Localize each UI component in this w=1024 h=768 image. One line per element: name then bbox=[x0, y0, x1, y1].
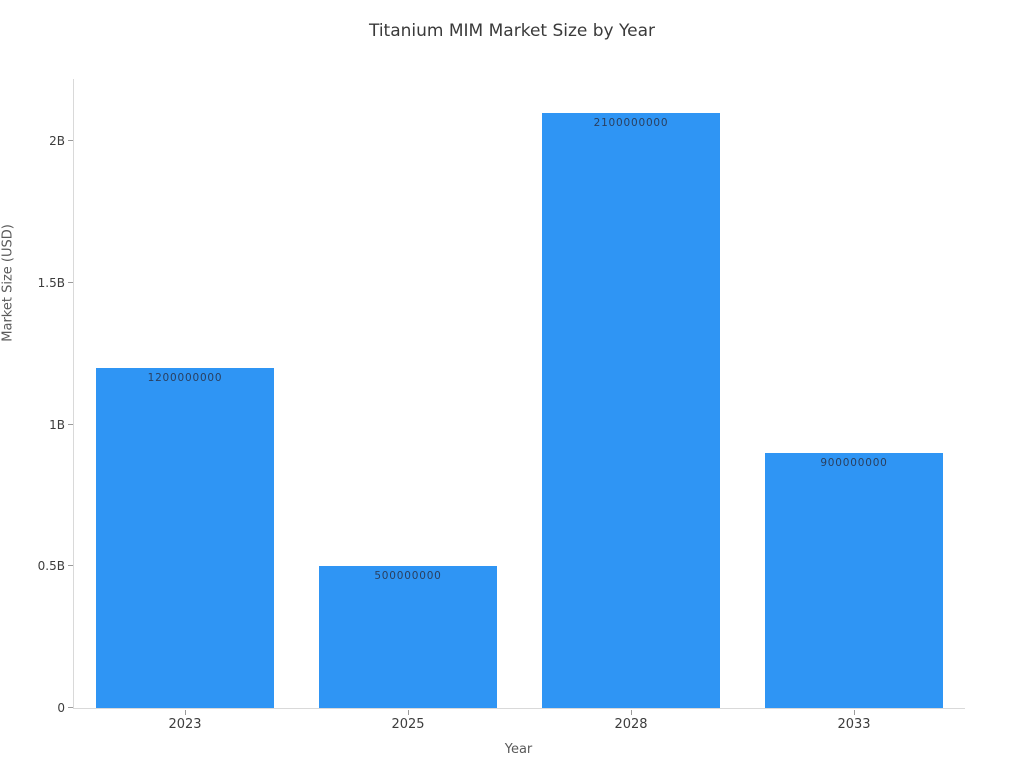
y-axis-title: Market Size (USD) bbox=[0, 224, 16, 342]
x-tick-label: 2033 bbox=[837, 717, 871, 732]
x-tick-mark bbox=[631, 710, 632, 715]
x-tick-mark bbox=[185, 710, 186, 715]
y-tick-label: 0 bbox=[57, 701, 65, 715]
y-tick-label: 1B bbox=[49, 417, 65, 432]
bar-value-label: 2100000000 bbox=[593, 117, 669, 129]
y-tick-mark bbox=[68, 707, 73, 708]
bar-2023: 1200000000 bbox=[96, 368, 274, 708]
y-tick-mark bbox=[68, 565, 73, 567]
bar-2033: 900000000 bbox=[765, 453, 943, 708]
x-tick-label: 2028 bbox=[614, 717, 648, 732]
x-tick-label: 2025 bbox=[391, 717, 425, 732]
bar-2028: 2100000000 bbox=[542, 113, 720, 708]
bar-value-label: 500000000 bbox=[374, 570, 442, 582]
x-tick-mark bbox=[854, 710, 855, 715]
x-axis-title: Year bbox=[504, 742, 533, 757]
y-tick-mark bbox=[68, 282, 73, 283]
y-tick-mark bbox=[68, 423, 73, 425]
bar-value-label: 1200000000 bbox=[147, 372, 223, 384]
y-tick-mark bbox=[68, 140, 73, 142]
y-tick-label: 0.5B bbox=[37, 559, 65, 574]
y-tick-label: 1.5B bbox=[37, 276, 65, 290]
bar-2025: 500000000 bbox=[319, 566, 497, 708]
chart-title: Titanium MIM Market Size by Year bbox=[368, 21, 656, 41]
x-tick-label: 2023 bbox=[168, 717, 202, 732]
bar-value-label: 900000000 bbox=[820, 457, 888, 469]
plot-area: 0 0.5B 1B 1.5B 2B 1200000000 500000000 2100000… bbox=[38, 79, 965, 732]
y-tick-label: 2B bbox=[49, 134, 65, 149]
x-tick-mark bbox=[408, 710, 409, 715]
